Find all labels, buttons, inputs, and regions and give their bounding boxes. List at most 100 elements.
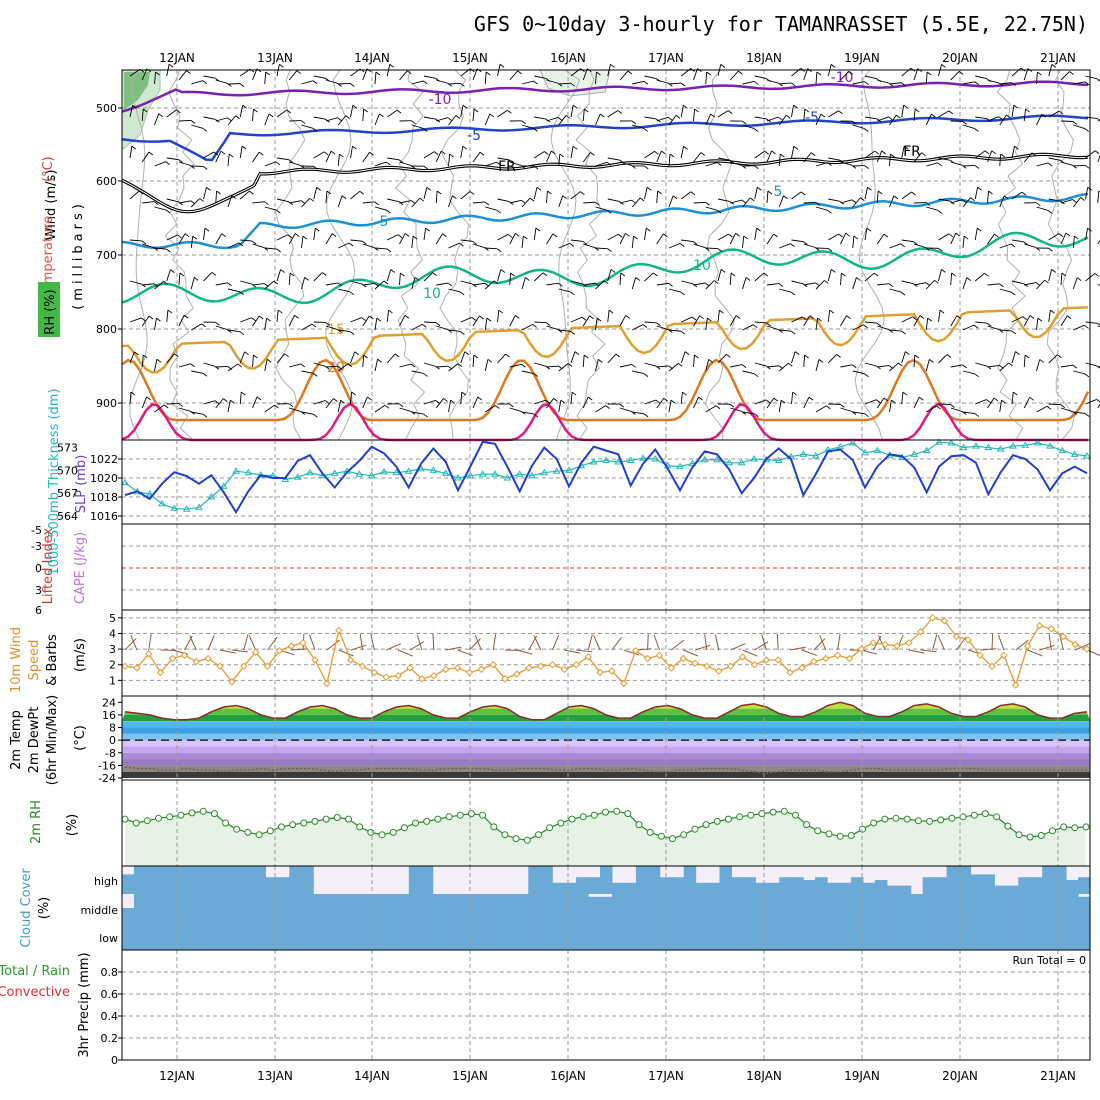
wind-barb-flag	[901, 330, 906, 335]
wind-barb	[546, 365, 559, 368]
cloud-cell	[1066, 922, 1079, 950]
wind-barb-flag	[808, 396, 814, 401]
temp-band-fill	[122, 702, 1090, 703]
wind-barb	[338, 288, 351, 293]
wind-barb-flag	[778, 283, 784, 287]
cloud-cell	[253, 922, 266, 950]
rh2m-point	[1049, 827, 1056, 835]
wind-barb-flag	[773, 233, 778, 238]
rh2m-point	[590, 811, 598, 819]
cloud-cell	[647, 866, 661, 894]
wind-barb-flag	[662, 233, 668, 238]
cloud-cell	[540, 866, 553, 894]
wind-barb	[497, 353, 506, 364]
wind-barb	[1011, 239, 1024, 243]
cloud-cell	[647, 922, 661, 950]
thickness-point	[1058, 446, 1067, 454]
wind-barb	[987, 397, 995, 409]
wind-barb-flag	[1097, 322, 1100, 326]
wind-barb-flag	[423, 413, 428, 418]
wind-barb-flag	[783, 195, 788, 200]
rh2m-point	[892, 814, 900, 822]
wind-barb	[264, 318, 268, 331]
wind10m-point	[916, 628, 925, 636]
wind10m-point	[810, 657, 818, 666]
wind-barb-flag	[974, 165, 980, 169]
wind-barb-flag	[572, 145, 578, 150]
wind-barb-flag	[178, 403, 184, 407]
wind-barb-flag	[239, 331, 245, 336]
wind-barb-flag	[484, 201, 490, 206]
wind-barb	[387, 234, 399, 241]
cape-tick-label: -5	[31, 524, 42, 537]
wind-barb-flag	[764, 150, 769, 155]
wind-barb	[350, 317, 362, 323]
wind-barb-flag	[165, 209, 171, 214]
cloud-cell	[289, 894, 302, 922]
wind-barb	[1023, 152, 1033, 163]
wind-barb	[742, 324, 754, 331]
wind10m-point	[228, 678, 236, 686]
wind-barb	[925, 280, 935, 290]
wind-barb-flag	[914, 108, 920, 113]
wind-barb-flag	[279, 63, 284, 68]
wind-barb-flag	[639, 197, 645, 202]
cloud-cell	[588, 922, 601, 950]
wind-barb	[656, 79, 669, 84]
wind-barb-flag	[426, 186, 432, 191]
wind-barb-flag	[891, 399, 896, 404]
wind-barb-flag	[1021, 191, 1027, 196]
wind-barb-flag	[1048, 247, 1053, 252]
wind-barb-flag	[955, 232, 961, 237]
wind-barb	[423, 228, 427, 241]
wind-barb	[191, 323, 202, 331]
precip-convective-label: Convective	[0, 985, 70, 1000]
cloud-cell	[851, 877, 864, 894]
cloud-cell	[695, 882, 709, 894]
wind-barb-flag	[1047, 210, 1053, 214]
wind-barb	[399, 161, 412, 166]
wind-barb-flag	[680, 291, 685, 296]
wind-barb-flag	[435, 322, 441, 326]
wind-barb-flag	[1014, 145, 1019, 150]
cloud-cell	[862, 882, 876, 894]
wind10m-point	[703, 662, 711, 671]
wind-barb-flag	[1047, 162, 1053, 167]
wind-barb	[1073, 370, 1086, 375]
wind10m-barb	[920, 649, 937, 653]
wind-barb	[558, 242, 570, 249]
wind-barb	[644, 362, 657, 367]
wind10m-point	[893, 642, 901, 650]
rh2m-point	[210, 810, 218, 818]
wind-barb	[619, 161, 632, 166]
wind-barb	[448, 400, 452, 413]
wind-barb-flag	[1072, 164, 1077, 169]
cloud-cell	[695, 894, 709, 922]
wind-barb-flag	[326, 190, 332, 195]
contour-label: -10	[429, 92, 452, 108]
wind-barb	[570, 239, 583, 242]
wind-barb	[142, 201, 155, 204]
cloud-cell	[217, 922, 231, 950]
wind-barb	[460, 316, 473, 323]
wind-barb-flag	[1084, 373, 1090, 378]
thickness-point	[972, 442, 980, 449]
wind-barb-flag	[1084, 81, 1090, 86]
rh2m-point	[747, 811, 755, 819]
wind-barb-flag	[337, 117, 342, 122]
cloud-cell	[122, 922, 135, 950]
wind-barb	[227, 329, 240, 333]
cloud-cell	[803, 922, 816, 950]
wind-barb-flag	[790, 291, 796, 296]
wind-barb-flag	[473, 354, 479, 359]
wind-barb	[521, 197, 531, 208]
wind-barb-flag	[349, 83, 355, 87]
wind-barb	[889, 195, 895, 208]
cloud-cell	[301, 866, 314, 894]
wind10m-barb	[714, 634, 720, 651]
wind-barb-flag	[873, 272, 879, 277]
wind-barb-flag	[607, 248, 612, 253]
wind-barb	[141, 151, 150, 163]
cloud-cell	[1042, 866, 1055, 894]
wind-barb	[717, 233, 729, 241]
